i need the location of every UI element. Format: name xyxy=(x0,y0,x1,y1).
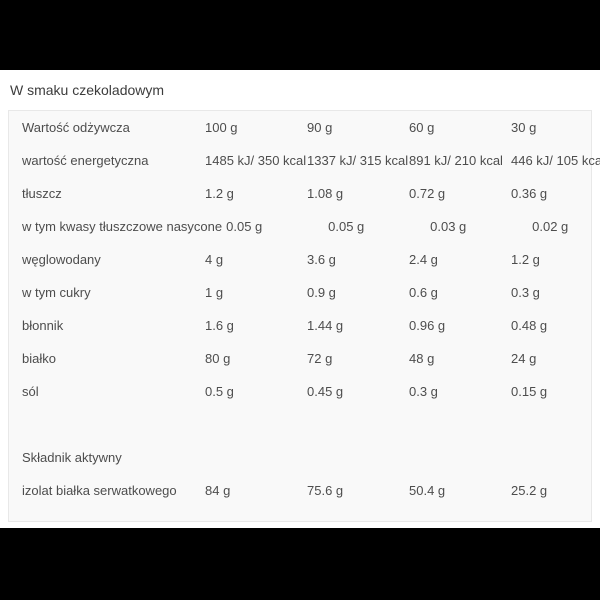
row-value: 0.05 g xyxy=(328,219,365,234)
row-value: 0.02 g xyxy=(532,219,569,234)
bottom-black-bar xyxy=(0,528,600,600)
table-row: białko 80 g 72 g 48 g 24 g xyxy=(22,342,591,375)
row-label: w tym kwasy tłuszczowe nasycone xyxy=(22,219,223,234)
row-label: sól xyxy=(22,384,39,399)
row-label: tłuszcz xyxy=(22,186,62,201)
row-value: 80 g xyxy=(205,351,231,366)
row-value: 75.6 g xyxy=(307,483,344,498)
row-value: 1485 kJ/ 350 kcal xyxy=(205,153,307,168)
row-value: 0.3 g xyxy=(511,285,540,300)
row-value: 1.6 g xyxy=(205,318,234,333)
row-value: 0.36 g xyxy=(511,186,548,201)
row-value: 1.08 g xyxy=(307,186,344,201)
row-value: 1 g xyxy=(205,285,224,300)
row-label: błonnik xyxy=(22,318,64,333)
row-value: 891 kJ/ 210 kcal xyxy=(409,153,503,168)
table-row: w tym cukry 1 g 0.9 g 0.6 g 0.3 g xyxy=(22,276,591,309)
table-row: izolat białka serwatkowego 84 g 75.6 g 5… xyxy=(22,474,591,507)
row-value: 48 g xyxy=(409,351,435,366)
row-value: 2.4 g xyxy=(409,252,438,267)
row-value: 0.9 g xyxy=(307,285,336,300)
row-value: 0.03 g xyxy=(430,219,467,234)
row-label: białko xyxy=(22,351,56,366)
row-value: 0.45 g xyxy=(307,384,344,399)
row-value: 0.6 g xyxy=(409,285,438,300)
row-label: izolat białka serwatkowego xyxy=(22,483,177,498)
row-value: 0.3 g xyxy=(409,384,438,399)
row-value: 25.2 g xyxy=(511,483,548,498)
row-value: 24 g xyxy=(511,351,537,366)
table-row: tłuszcz 1.2 g 1.08 g 0.72 g 0.36 g xyxy=(22,177,591,210)
row-label: Wartość odżywcza xyxy=(22,120,130,135)
row-value: 72 g xyxy=(307,351,333,366)
table-row: Wartość odżywcza 100 g 90 g 60 g 30 g xyxy=(22,111,591,144)
table-row: Składnik aktywny xyxy=(22,441,591,474)
top-black-bar xyxy=(0,0,600,70)
row-value: 0.5 g xyxy=(205,384,234,399)
row-value: 84 g xyxy=(205,483,231,498)
row-label: wartość energetyczna xyxy=(22,153,149,168)
table-row: błonnik 1.6 g 1.44 g 0.96 g 0.48 g xyxy=(22,309,591,342)
table-row: wartość energetyczna 1485 kJ/ 350 kcal 1… xyxy=(22,144,600,177)
table-row: sól 0.5 g 0.45 g 0.3 g 0.15 g xyxy=(22,375,591,408)
row-value: 1.44 g xyxy=(307,318,344,333)
nutrition-table: Wartość odżywcza 100 g 90 g 60 g 30 g wa… xyxy=(8,110,600,522)
row-value: 446 kJ/ 105 kcal xyxy=(511,153,600,168)
table-row: węglowodany 4 g 3.6 g 2.4 g 1.2 g xyxy=(22,243,591,276)
row-value: 0.15 g xyxy=(511,384,548,399)
row-value: 0.72 g xyxy=(409,186,446,201)
row-label: Składnik aktywny xyxy=(22,450,122,465)
row-value: 60 g xyxy=(409,120,435,135)
row-value: 1.2 g xyxy=(511,252,540,267)
row-value: 3.6 g xyxy=(307,252,336,267)
heading-section: W smaku czekoladowym xyxy=(0,70,600,110)
table-row: w tym kwasy tłuszczowe nasycone 0.05 g 0… xyxy=(22,210,591,243)
row-value: 30 g xyxy=(511,120,537,135)
row-value: 0.96 g xyxy=(409,318,446,333)
row-label: węglowodany xyxy=(22,252,101,267)
row-value: 100 g xyxy=(205,120,238,135)
row-value: 1.2 g xyxy=(205,186,234,201)
row-value: 0.05 g xyxy=(226,219,263,234)
row-value: 4 g xyxy=(205,252,224,267)
row-value: 1337 kJ/ 315 kcal xyxy=(307,153,409,168)
row-value: 90 g xyxy=(307,120,333,135)
row-value: 50.4 g xyxy=(409,483,446,498)
page-title: W smaku czekoladowym xyxy=(10,82,165,98)
table-row xyxy=(22,408,591,441)
row-value: 0.48 g xyxy=(511,318,548,333)
row-label: w tym cukry xyxy=(22,285,91,300)
